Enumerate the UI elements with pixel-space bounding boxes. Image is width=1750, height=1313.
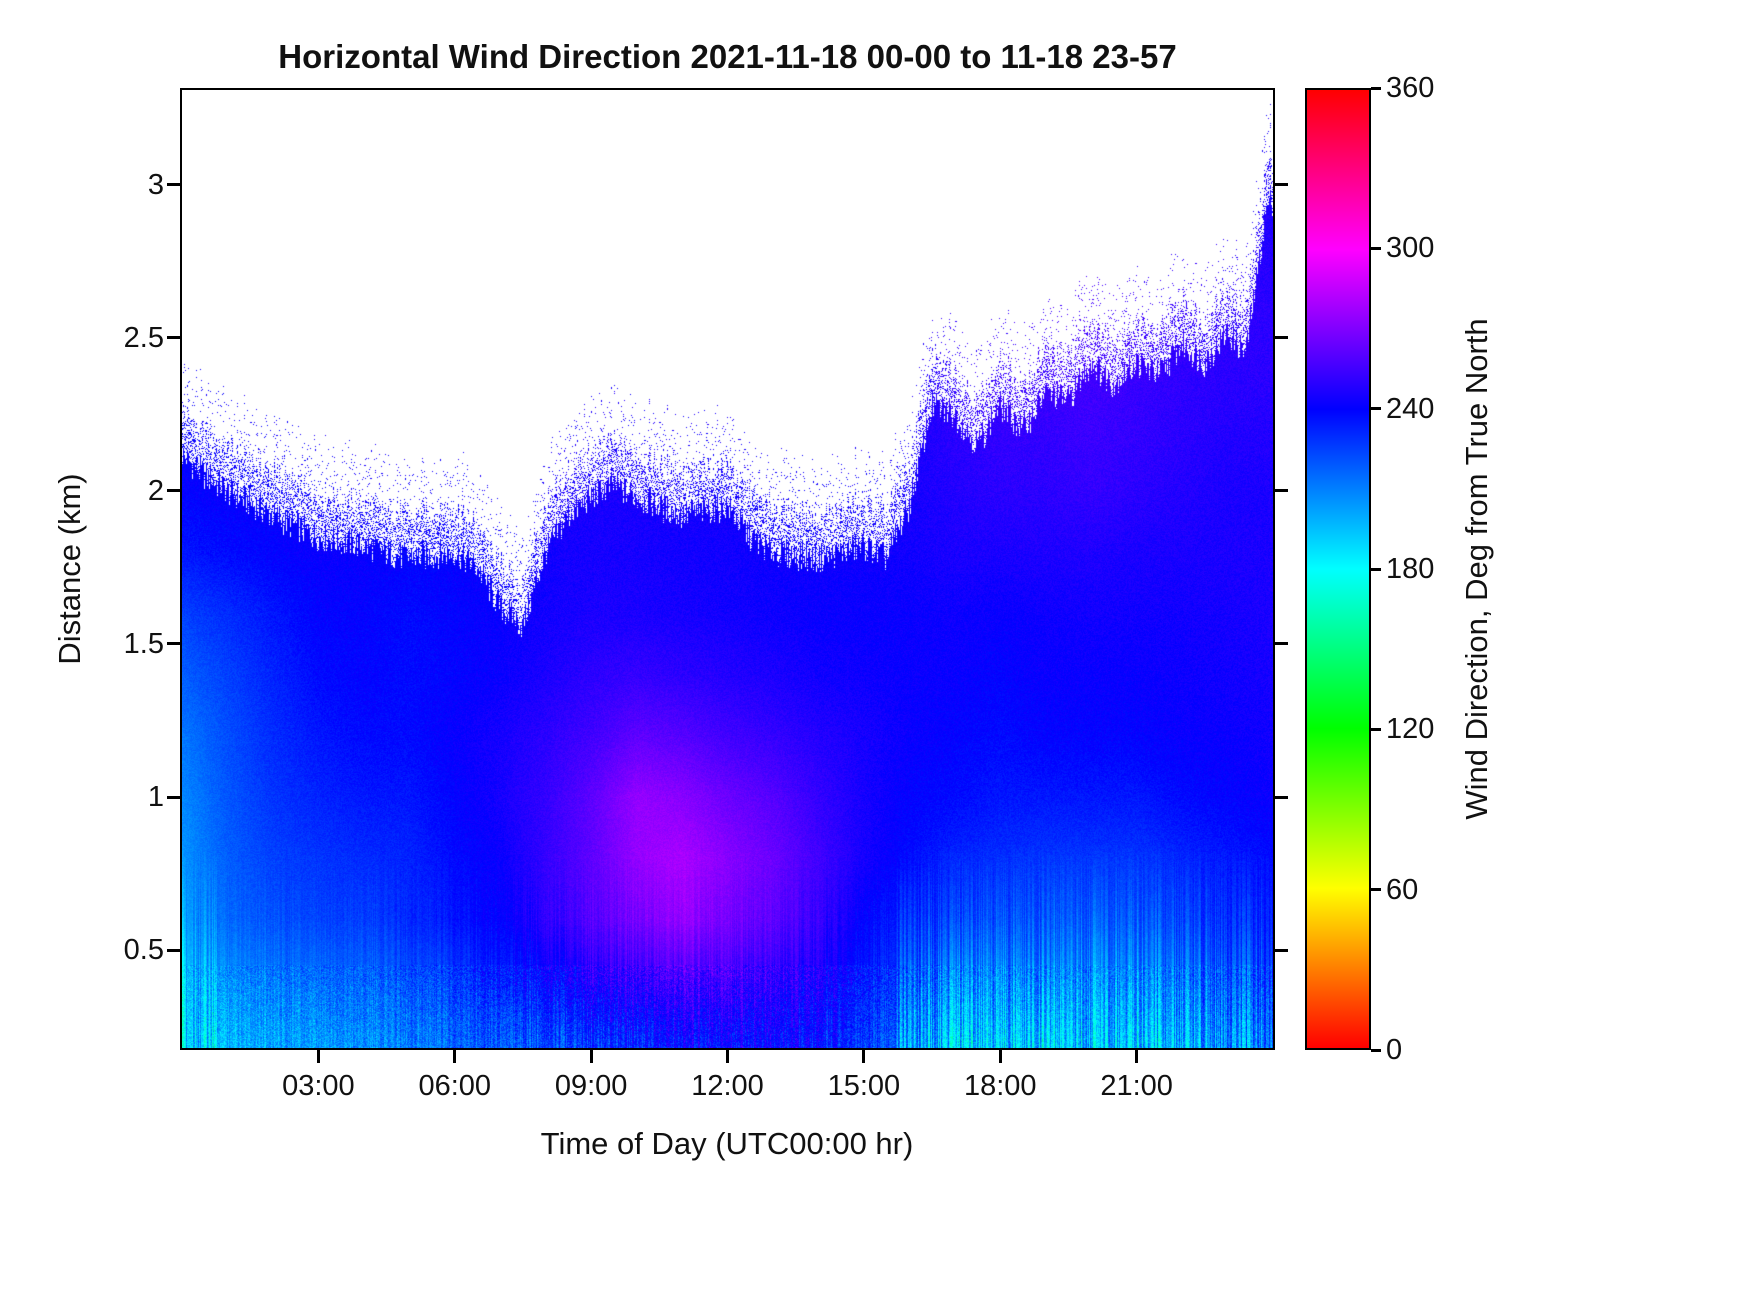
colorbar-tick-label: 240 bbox=[1386, 392, 1435, 425]
y-tick bbox=[167, 489, 180, 493]
y-tick-label: 0.5 bbox=[123, 934, 164, 967]
plot-area bbox=[180, 88, 1275, 1050]
x-tick-label: 09:00 bbox=[554, 1070, 628, 1102]
x-tick-label: 03:00 bbox=[282, 1070, 355, 1102]
x-tick bbox=[1135, 1050, 1139, 1063]
x-tick bbox=[726, 1050, 729, 1063]
x-tick bbox=[453, 1050, 457, 1063]
y-tick bbox=[167, 642, 180, 646]
colorbar-tick bbox=[1371, 1048, 1381, 1052]
y-tick-right bbox=[1275, 642, 1288, 646]
y-tick-right bbox=[1275, 948, 1288, 952]
colorbar-tick-label: 180 bbox=[1386, 553, 1435, 585]
chart-title: Horizontal Wind Direction 2021-11-18 00-… bbox=[278, 38, 1177, 75]
colorbar-tick-label: 0 bbox=[1386, 1034, 1403, 1066]
y-tick bbox=[167, 795, 180, 799]
y-tick-label: 2.5 bbox=[123, 321, 164, 354]
x-tick bbox=[862, 1050, 866, 1063]
y-tick bbox=[167, 948, 180, 952]
x-tick-label: 06:00 bbox=[418, 1070, 492, 1102]
y-tick-label: 2 bbox=[147, 474, 164, 507]
colorbar-tick bbox=[1371, 727, 1381, 731]
colorbar-tick bbox=[1371, 567, 1381, 571]
colorbar-tick-label: 360 bbox=[1386, 72, 1435, 104]
x-tick-label: 15:00 bbox=[827, 1070, 901, 1102]
colorbar-tick bbox=[1371, 888, 1381, 892]
y-tick-right bbox=[1275, 336, 1288, 340]
y-tick-label: 1.5 bbox=[123, 627, 164, 660]
x-tick-label: 18:00 bbox=[963, 1070, 1037, 1102]
x-tick bbox=[589, 1050, 593, 1063]
y-tick bbox=[167, 336, 180, 340]
x-axis-label: Time of Day (UTC00:00 hr) bbox=[540, 1126, 914, 1161]
colorbar-tick bbox=[1371, 246, 1381, 250]
x-tick-label: 21:00 bbox=[1100, 1070, 1173, 1102]
y-tick-right bbox=[1275, 795, 1288, 799]
colorbar-tick-label: 120 bbox=[1386, 713, 1435, 746]
colorbar-tick bbox=[1371, 86, 1381, 90]
x-tick bbox=[316, 1050, 320, 1063]
y-tick-right bbox=[1275, 183, 1288, 187]
x-tick bbox=[998, 1050, 1002, 1063]
x-tick-label: 12:00 bbox=[691, 1070, 764, 1102]
colorbar-tick-label: 300 bbox=[1386, 232, 1435, 265]
colorbar-tick bbox=[1371, 407, 1381, 411]
y-tick bbox=[167, 183, 180, 187]
y-tick-label: 3 bbox=[147, 168, 164, 201]
y-tick-right bbox=[1275, 489, 1288, 493]
colorbar bbox=[1305, 88, 1371, 1050]
colorbar-tick-label: 60 bbox=[1386, 873, 1419, 906]
y-tick-label: 1 bbox=[147, 781, 164, 814]
heatmap-canvas bbox=[182, 90, 1273, 1048]
